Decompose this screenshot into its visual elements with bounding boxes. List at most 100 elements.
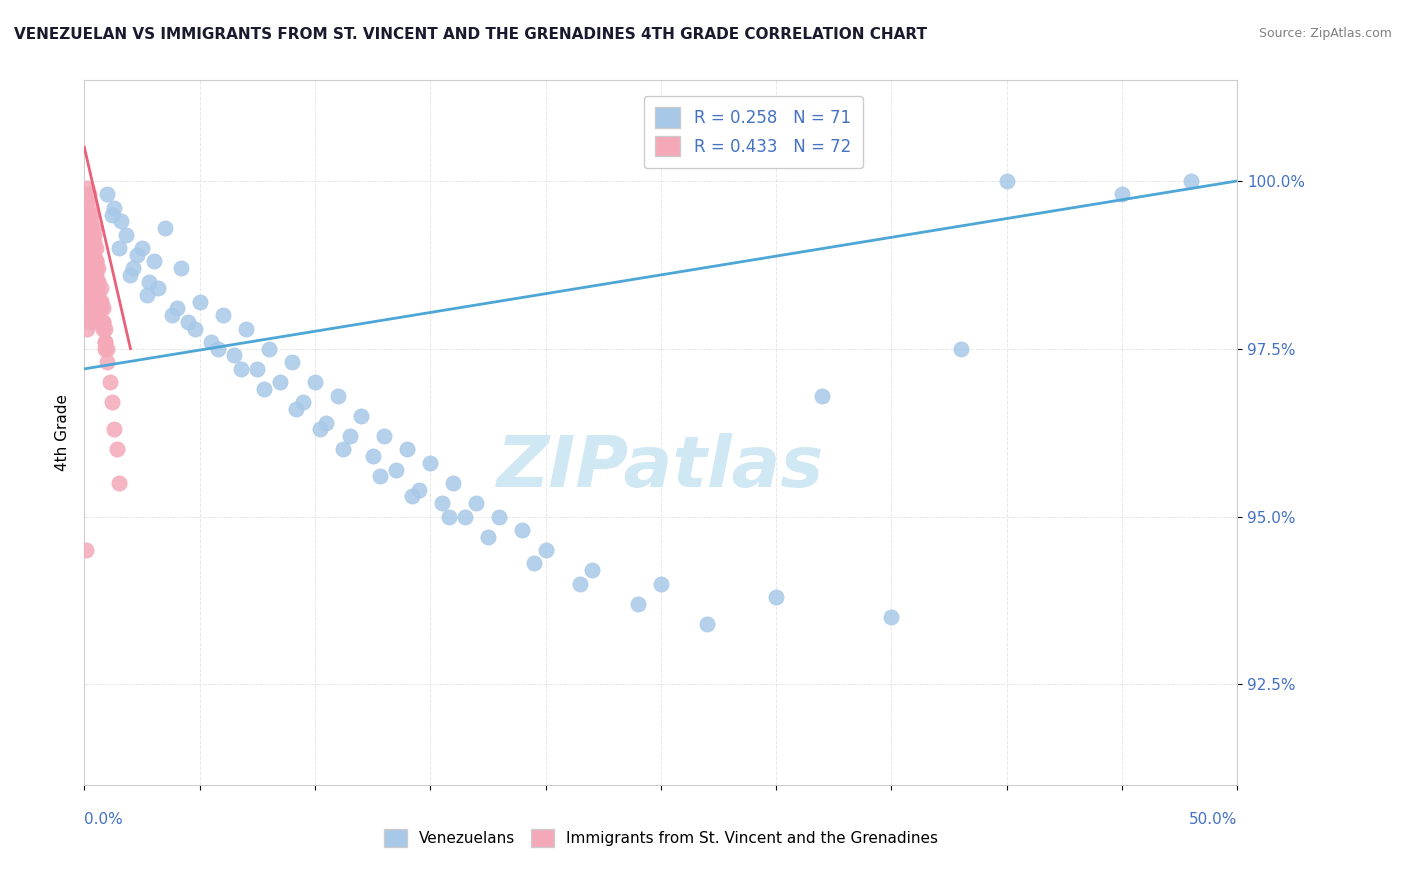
Point (1180, 174, 1202, 188)
Point (94, 334, 117, 349)
Point (89, 281, 111, 295)
Point (83, 281, 105, 295)
Point (103, 201, 125, 215)
Point (83, 275, 105, 289)
Point (80, 315, 103, 329)
Point (103, 422, 125, 436)
Point (441, 475, 464, 490)
Point (76, 180, 98, 194)
Point (87, 261, 110, 276)
Point (512, 523, 534, 537)
Point (995, 174, 1018, 188)
Point (77, 288, 100, 302)
Point (246, 362, 269, 376)
Point (76, 301, 98, 316)
Point (80, 201, 103, 215)
Point (120, 268, 142, 282)
Point (91, 315, 114, 329)
Point (77, 248, 100, 262)
Point (454, 509, 477, 524)
Point (138, 275, 160, 289)
Point (87, 281, 110, 295)
Point (83, 235, 105, 249)
Point (80, 254, 103, 268)
Point (166, 301, 188, 316)
Point (84, 241, 107, 255)
Point (108, 475, 131, 490)
Point (84, 261, 107, 276)
Text: VENEZUELAN VS IMMIGRANTS FROM ST. VINCENT AND THE GRENADINES 4TH GRADE CORRELATI: VENEZUELAN VS IMMIGRANTS FROM ST. VINCEN… (14, 27, 927, 42)
Point (84, 301, 107, 316)
Point (401, 489, 423, 503)
Point (135, 288, 157, 302)
Point (89, 294, 111, 309)
Point (127, 248, 149, 262)
Point (224, 348, 246, 362)
Point (77, 308, 100, 322)
Point (77, 254, 100, 268)
Point (105, 442, 128, 457)
Point (200, 334, 222, 349)
Point (581, 563, 603, 577)
Point (292, 395, 315, 409)
Point (253, 382, 276, 396)
Point (80, 261, 103, 276)
Point (108, 241, 131, 255)
Point (281, 355, 304, 369)
Point (177, 315, 200, 329)
Point (80, 214, 103, 228)
Point (437, 509, 460, 524)
Point (430, 496, 453, 510)
Point (384, 462, 406, 476)
Point (361, 449, 384, 463)
Point (80, 221, 103, 235)
Point (87, 288, 110, 302)
Point (326, 389, 349, 403)
Point (465, 496, 488, 510)
Point (131, 241, 153, 255)
Point (211, 308, 233, 322)
Point (231, 362, 253, 376)
Point (350, 409, 373, 423)
Point (94, 342, 117, 356)
Point (569, 576, 592, 591)
Point (115, 227, 138, 242)
Point (408, 483, 430, 497)
Point (77, 241, 100, 255)
Point (110, 214, 132, 228)
Point (89, 294, 111, 309)
Point (523, 557, 546, 571)
Point (84, 254, 107, 268)
Point (98, 376, 121, 390)
Point (94, 334, 117, 349)
Point (765, 590, 787, 604)
Point (89, 315, 111, 329)
Point (91, 315, 114, 329)
Point (160, 308, 183, 322)
Point (207, 342, 229, 356)
Point (83, 241, 105, 255)
Point (76, 261, 98, 276)
Point (949, 342, 972, 356)
Point (77, 235, 100, 249)
Point (153, 221, 176, 235)
Point (80, 227, 103, 242)
Point (83, 221, 105, 235)
Point (83, 294, 105, 309)
Point (80, 281, 103, 295)
Point (285, 402, 308, 417)
Point (146, 281, 169, 295)
Point (76, 221, 98, 235)
Point (880, 610, 903, 624)
Point (419, 456, 441, 470)
Point (94, 321, 117, 335)
Point (80, 294, 103, 309)
Point (488, 509, 510, 524)
Point (80, 268, 103, 282)
Point (269, 376, 291, 390)
Point (80, 207, 103, 221)
Point (77, 275, 100, 289)
Point (332, 442, 354, 457)
Point (87, 275, 110, 289)
Point (142, 254, 165, 268)
